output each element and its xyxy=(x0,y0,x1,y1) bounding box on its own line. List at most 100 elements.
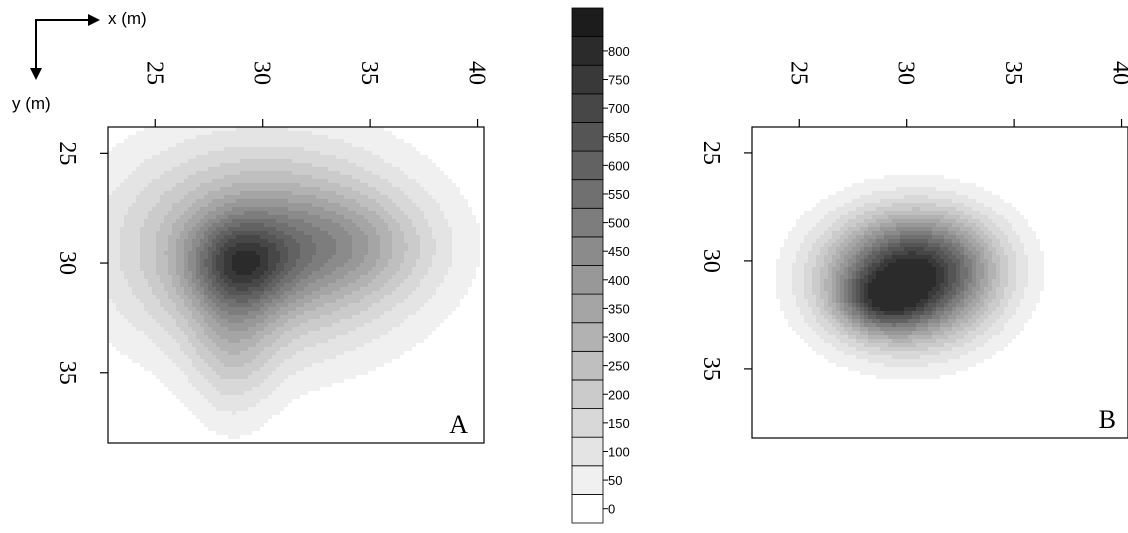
heatmap-cell xyxy=(360,343,365,348)
heatmap-cell xyxy=(296,315,301,320)
heatmap-cell xyxy=(112,283,117,288)
heatmap-cell xyxy=(148,339,153,344)
heatmap-cell xyxy=(252,359,257,364)
heatmap-cell xyxy=(284,307,289,312)
heatmap-cell xyxy=(232,411,237,416)
heatmap-cell xyxy=(360,263,365,268)
heatmap-cell xyxy=(152,159,157,164)
heatmap-cell xyxy=(124,251,129,256)
heatmap-cell xyxy=(132,147,137,152)
heatmap-cell xyxy=(180,191,185,196)
heatmap-cell xyxy=(120,175,125,180)
heatmap-cell xyxy=(152,263,157,268)
heatmap-cell xyxy=(272,419,277,424)
heatmap-cell xyxy=(336,191,341,196)
heatmap-cell xyxy=(152,167,157,172)
heatmap-cell xyxy=(380,175,385,180)
heatmap-cell xyxy=(164,211,169,216)
heatmap-cell xyxy=(352,215,357,220)
heatmap-cell xyxy=(116,151,121,156)
heatmap-cell xyxy=(256,383,261,388)
heatmap-cell xyxy=(332,287,337,292)
heatmap-cell xyxy=(180,323,185,328)
heatmap-cell xyxy=(204,239,209,244)
heatmap-cell xyxy=(116,323,121,328)
heatmap-cell xyxy=(316,167,321,172)
heatmap-cell xyxy=(356,303,361,308)
heatmap-cell xyxy=(328,371,333,376)
heatmap-cell xyxy=(312,239,317,244)
heatmap-cell xyxy=(288,327,293,332)
heatmap-cell xyxy=(348,231,353,236)
heatmap-cell xyxy=(212,419,217,424)
heatmap-cell xyxy=(312,223,317,228)
heatmap-cell xyxy=(256,151,261,156)
heatmap-cell xyxy=(284,323,289,328)
heatmap-cell xyxy=(312,139,317,144)
heatmap-cell xyxy=(352,283,357,288)
heatmap-cell xyxy=(328,283,333,288)
heatmap-cell xyxy=(244,179,249,184)
heatmap-cell xyxy=(220,439,225,443)
heatmap-cell xyxy=(312,395,317,400)
heatmap-cell xyxy=(324,223,329,228)
heatmap-cell xyxy=(372,363,377,368)
heatmap-cell xyxy=(296,415,301,420)
heatmap-cell xyxy=(256,187,261,192)
heatmap-cell xyxy=(376,155,381,160)
heatmap-cell xyxy=(272,395,277,400)
heatmap-cell xyxy=(180,411,185,416)
heatmap-cell xyxy=(316,127,321,132)
heatmap-cell xyxy=(332,295,337,300)
heatmap-cell xyxy=(232,175,237,180)
heatmap-cell xyxy=(200,211,205,216)
heatmap-cell xyxy=(332,371,337,376)
heatmap-cell xyxy=(176,331,181,336)
heatmap-cell xyxy=(232,407,237,412)
heatmap-cell xyxy=(352,299,357,304)
heatmap-cell xyxy=(304,211,309,216)
heatmap-cell xyxy=(244,263,249,268)
heatmap-cell xyxy=(112,323,117,328)
heatmap-cell xyxy=(284,279,289,284)
heatmap-cell xyxy=(172,231,177,236)
heatmap-cell xyxy=(268,363,273,368)
heatmap-cell xyxy=(256,431,261,436)
heatmap-cell xyxy=(248,199,253,204)
heatmap-cell xyxy=(200,227,205,232)
heatmap-cell xyxy=(168,403,173,408)
heatmap-cell xyxy=(332,395,337,400)
heatmap-cell xyxy=(224,207,229,212)
heatmap-cell xyxy=(224,351,229,356)
heatmap-cell xyxy=(108,319,113,324)
heatmap-cell xyxy=(192,159,197,164)
heatmap-cell xyxy=(240,387,245,392)
heatmap-cell xyxy=(336,187,341,192)
heatmap-cell xyxy=(252,431,257,436)
heatmap-cell xyxy=(244,251,249,256)
heatmap-cell xyxy=(352,155,357,160)
heatmap-cell xyxy=(240,171,245,176)
heatmap-cell xyxy=(236,267,241,272)
heatmap-cell xyxy=(144,251,149,256)
heatmap-cell xyxy=(308,203,313,208)
heatmap-cell xyxy=(304,231,309,236)
heatmap-cell xyxy=(292,191,297,196)
heatmap-cell xyxy=(192,195,197,200)
heatmap-cell xyxy=(260,307,265,312)
heatmap-cell xyxy=(108,243,113,248)
heatmap-cell xyxy=(176,147,181,152)
heatmap-cell xyxy=(288,251,293,256)
heatmap-cell xyxy=(288,207,293,212)
heatmap-cell xyxy=(368,303,373,308)
heatmap-cell xyxy=(248,167,253,172)
heatmap-cell xyxy=(160,287,165,292)
heatmap-cell xyxy=(324,291,329,296)
heatmap-cell xyxy=(348,251,353,256)
heatmap-cell xyxy=(240,311,245,316)
heatmap-cell xyxy=(280,159,285,164)
heatmap-cell xyxy=(160,255,165,260)
heatmap-cell xyxy=(332,183,337,188)
heatmap-cell xyxy=(240,255,245,260)
heatmap-cell xyxy=(248,175,253,180)
